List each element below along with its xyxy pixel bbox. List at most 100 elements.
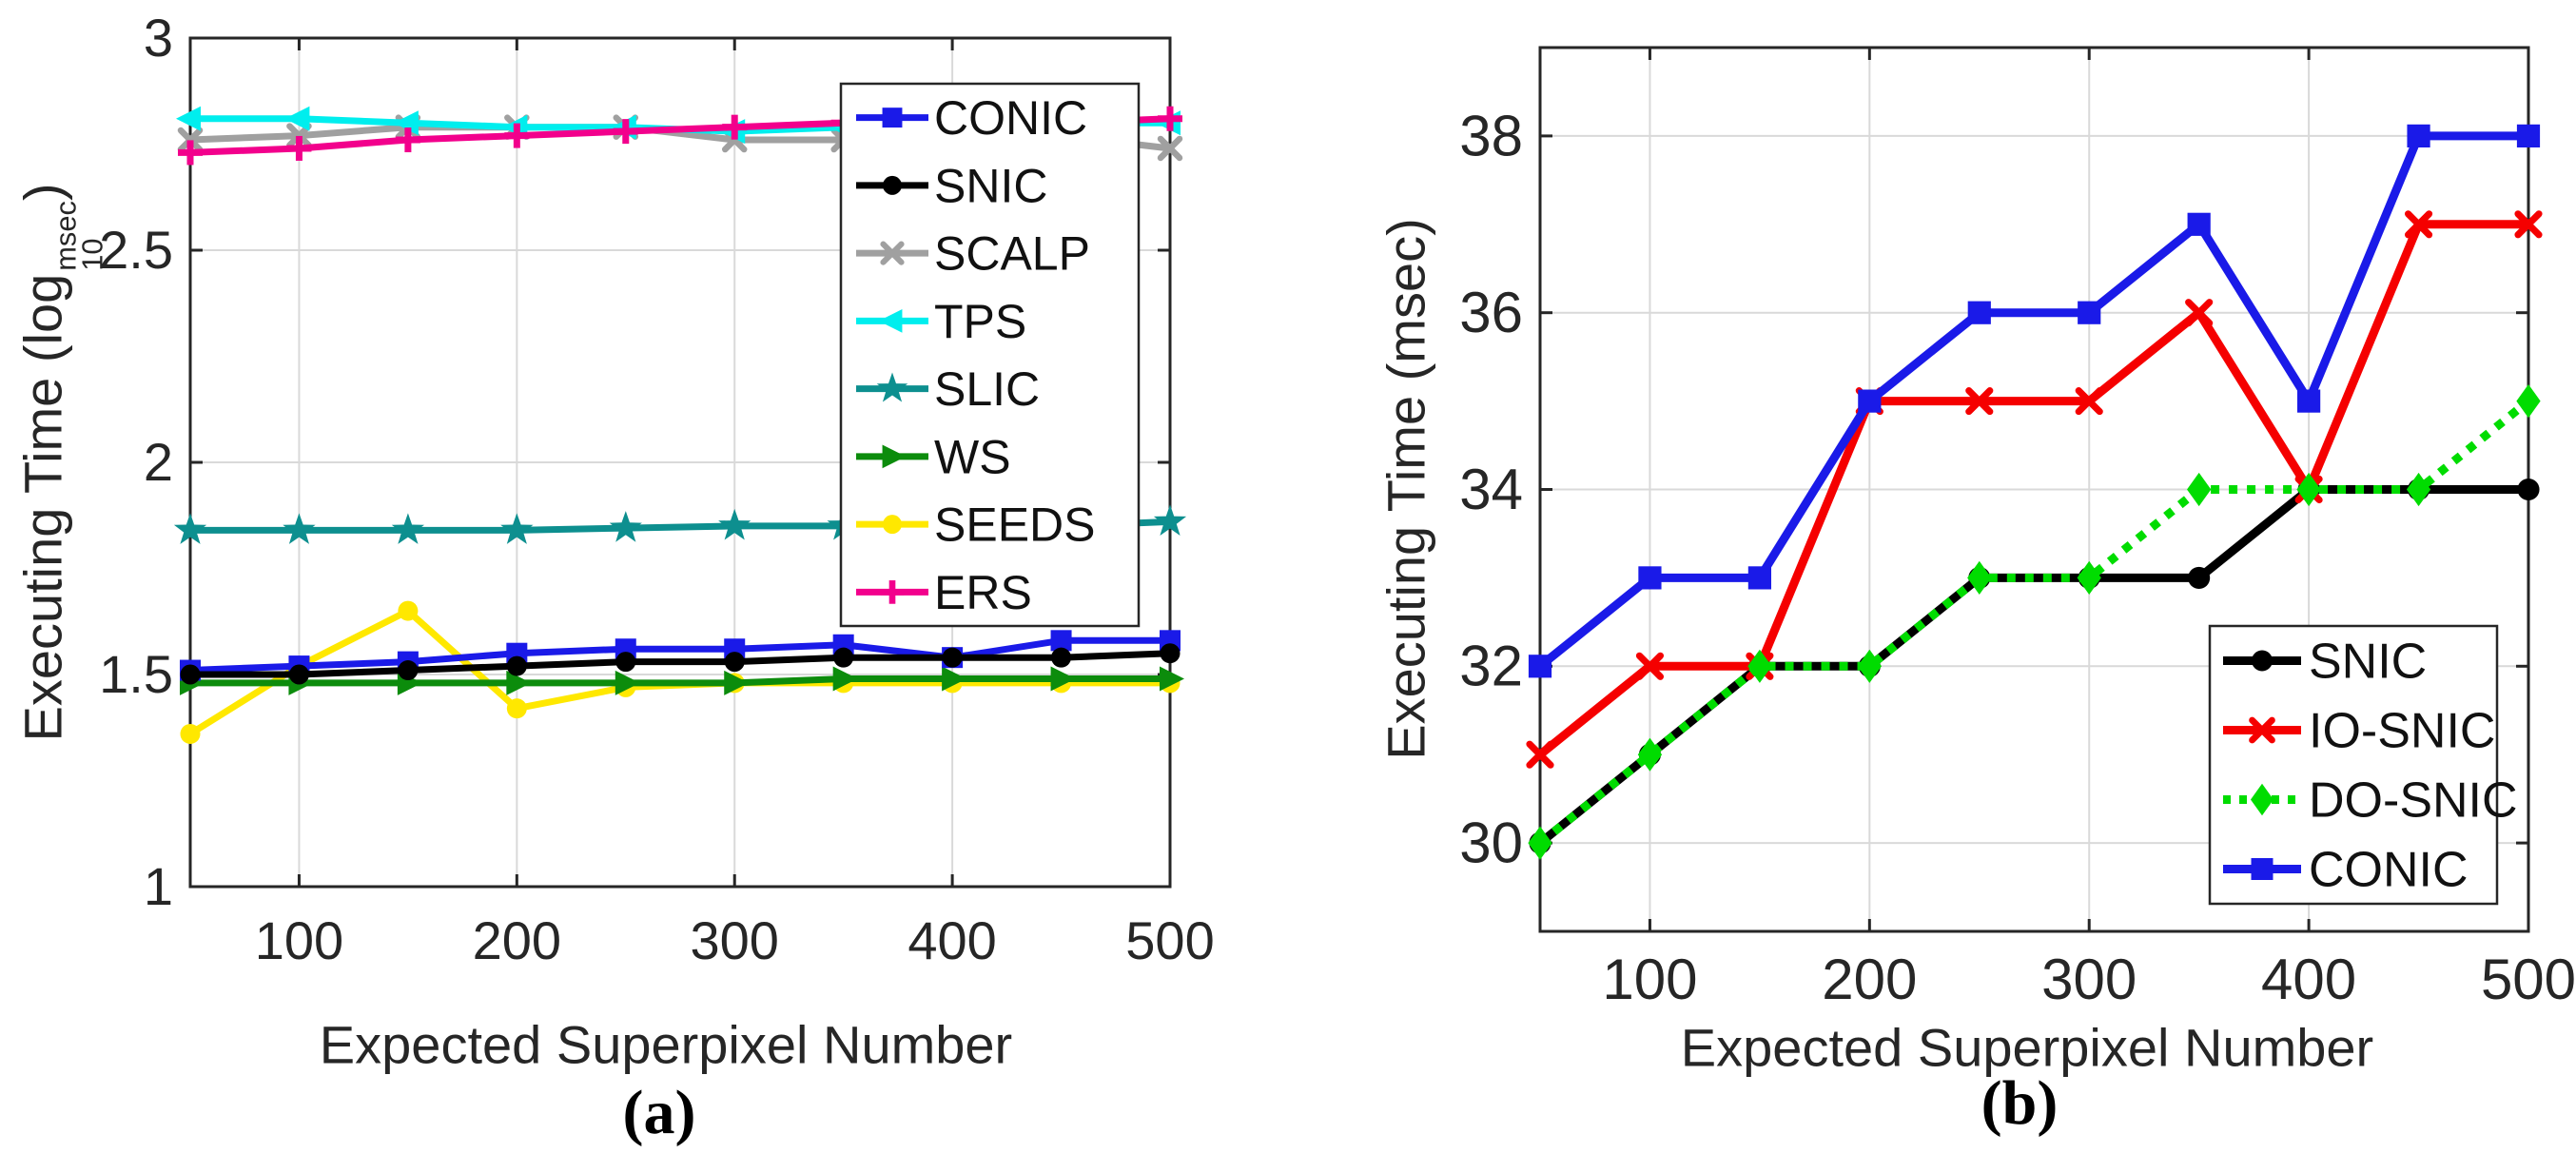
marker-triangle-left <box>878 309 903 333</box>
legend-item-do-snic: DO-SNIC <box>2223 773 2518 829</box>
marker-triangle-right <box>1160 666 1184 692</box>
marker-diamond <box>1528 826 1552 860</box>
marker-circle <box>833 647 854 668</box>
marker-x <box>177 127 204 153</box>
series-line-snic <box>190 650 1171 678</box>
tick-labels-b: 100 200 300 400 500 30 32 34 36 38 <box>1459 104 2576 1011</box>
marker-star <box>173 513 207 544</box>
legend-label: DO-SNIC <box>2309 773 2518 829</box>
legend-box <box>2208 624 2499 906</box>
x-tick-label: 300 <box>2041 948 2137 1011</box>
marker-circle <box>1051 647 1072 668</box>
series-line-conic <box>1537 131 2528 670</box>
y-tick-label: 2 <box>144 432 173 492</box>
x-tick-label: 200 <box>473 910 561 970</box>
marker-circle <box>883 175 902 195</box>
legend-item-seeds: SEEDS <box>856 499 1096 552</box>
legend-label: SCALP <box>934 227 1090 281</box>
x-axis-label-b: Expected Superpixel Number <box>1680 1017 2374 1078</box>
marker-circle <box>2517 478 2540 501</box>
marker-square <box>2078 301 2101 324</box>
marker-x <box>2075 387 2103 416</box>
marker-diamond <box>2516 384 2541 419</box>
legend-label: TPS <box>934 295 1026 348</box>
marker-triangle-right <box>615 670 640 695</box>
marker-square <box>2407 124 2430 147</box>
x-tick-label: 500 <box>2481 948 2576 1011</box>
marker-x <box>286 123 312 148</box>
marker-x <box>880 241 905 265</box>
marker-triangle-left <box>393 110 419 136</box>
marker-circle <box>2188 566 2211 589</box>
marker-circle <box>180 723 201 744</box>
legend-label: SNIC <box>2309 635 2427 690</box>
legend-item-ers: ERS <box>856 566 1032 619</box>
legend-item-conic: CONIC <box>2223 843 2469 898</box>
marker-square <box>2251 858 2274 880</box>
marker-x <box>1635 652 1665 680</box>
x-tick-label: 400 <box>907 910 996 970</box>
marker-diamond <box>2250 783 2274 816</box>
x-tick-label: 200 <box>1822 948 1917 1011</box>
y-tick-label: 3 <box>144 8 173 68</box>
marker-square <box>1050 630 1072 652</box>
legend-label: CONIC <box>934 91 1087 145</box>
marker-triangle-left <box>284 106 310 131</box>
marker-star <box>876 372 908 402</box>
marker-square <box>1747 566 1771 590</box>
y-tick-label: 30 <box>1459 811 1523 875</box>
y-tick-label: 32 <box>1459 635 1523 698</box>
marker-star <box>718 508 751 540</box>
x-tick-label: 300 <box>691 910 779 970</box>
caption-a: (a) <box>622 1078 696 1147</box>
marker-square <box>1638 566 1662 590</box>
marker-x <box>2185 299 2214 327</box>
marker-triangle-right <box>724 670 750 695</box>
x-tick-label: 400 <box>2261 948 2356 1011</box>
log-subscript: 10 <box>75 238 109 271</box>
marker-triangle-right <box>506 670 532 695</box>
marker-circle <box>883 515 902 535</box>
marker-square <box>2297 389 2321 413</box>
log-sub-sup: msec 10 <box>49 201 109 271</box>
marker-star <box>1153 504 1187 536</box>
marker-x <box>2249 716 2275 744</box>
series-line-do-snic <box>1537 398 2531 847</box>
marker-triangle-right <box>832 666 858 692</box>
series-conic <box>1528 124 2541 678</box>
marker-circle <box>398 660 419 681</box>
marker-square <box>1528 655 1552 678</box>
y-axis-label-b: Executing Time (msec) <box>1376 218 1437 760</box>
y-tick-label: 34 <box>1459 458 1523 521</box>
marker-diamond <box>1747 649 1772 683</box>
legend-item-scalp: SCALP <box>856 227 1090 281</box>
y-axis-label-b-text: Executing Time (msec) <box>1376 218 1436 760</box>
y-tick-label: 2.5 <box>99 220 173 280</box>
legend-label: SNIC <box>934 159 1047 212</box>
legend-item-slic: SLIC <box>856 362 1040 416</box>
legend-label: SEEDS <box>934 499 1096 552</box>
marker-triangle-left <box>176 106 201 131</box>
marker-x <box>1965 387 1994 416</box>
marker-circle <box>2252 650 2273 672</box>
marker-square <box>2516 124 2541 147</box>
marker-star <box>500 513 534 544</box>
marker-diamond <box>1857 649 1882 683</box>
y-tick-label: 1 <box>144 856 173 916</box>
y-tick-label: 1.5 <box>99 644 173 704</box>
series-do-snic <box>1528 384 2541 860</box>
legend-label: WS <box>934 430 1011 483</box>
chart-a: 100 200 300 400 500 1 1.5 2 2.5 3 CONIC SNIC SCALP TP… <box>99 8 1215 970</box>
legend-label: IO-SNIC <box>2309 704 2495 759</box>
marker-x <box>2404 210 2433 239</box>
y-axis-label-a-prefix: Executing Time (log <box>12 273 73 742</box>
marker-square <box>1858 389 1882 413</box>
legend-item-ws: WS <box>856 430 1011 483</box>
legend-box <box>839 82 1141 628</box>
marker-diamond <box>2077 560 2101 595</box>
series-snic <box>180 643 1181 685</box>
marker-circle <box>506 698 527 719</box>
marker-diamond <box>2187 472 2212 507</box>
y-tick-label: 38 <box>1459 104 1523 167</box>
x-tick-label: 100 <box>255 910 343 970</box>
